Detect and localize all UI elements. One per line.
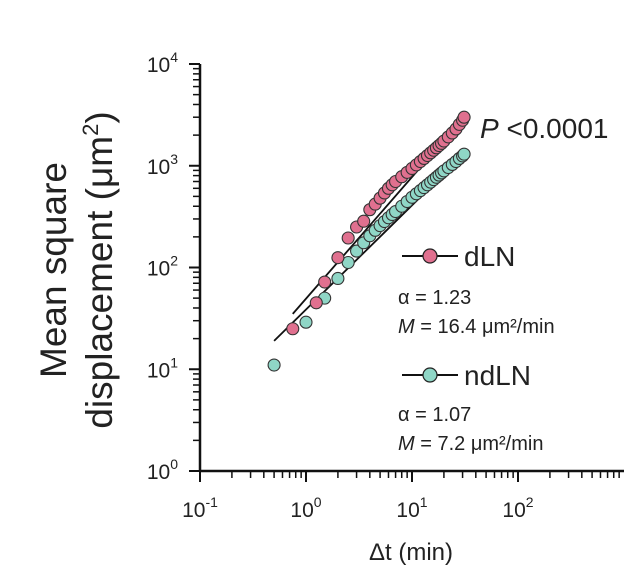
data-point-ndln xyxy=(457,147,471,161)
legend-dln-label: dLN xyxy=(464,241,515,272)
data-point-dln xyxy=(457,110,471,124)
y-tick-label: 102 xyxy=(147,253,178,281)
y-tick-label: 100 xyxy=(147,456,178,484)
x-axis-title: Δt (min) xyxy=(369,539,453,566)
legend-ndln-marker xyxy=(422,367,438,383)
data-point-ndln xyxy=(350,244,364,258)
legend-ndln: ndLN α = 1.07 M = 7.2 μm²/min xyxy=(398,360,543,455)
data-points xyxy=(267,110,471,372)
x-tick-label: 101 xyxy=(396,494,427,522)
data-point-dln xyxy=(331,251,345,265)
y-tick-label: 103 xyxy=(147,151,178,179)
data-point-ndln xyxy=(299,315,313,329)
legend-dln-marker xyxy=(422,248,438,264)
y-tick-label: 101 xyxy=(147,354,178,382)
legend-dln: dLN α = 1.23 M = 16.4 μm²/min xyxy=(398,241,555,338)
legend-ndln-label: ndLN xyxy=(464,360,531,391)
data-point-ndln xyxy=(267,358,281,372)
legend-dln-m: M = 16.4 μm²/min xyxy=(398,316,555,338)
x-tick-label: 100 xyxy=(290,494,321,522)
data-point-dln xyxy=(309,296,323,310)
y-axis-title-line1: Mean square xyxy=(33,162,74,378)
x-tick-label: 10-1 xyxy=(182,494,218,522)
tick-marks xyxy=(189,63,620,482)
data-point-dln xyxy=(357,214,371,228)
data-point-ndln xyxy=(331,271,345,286)
y-axis-title-line2: displacement (μm2) xyxy=(78,111,120,428)
x-tick-label: 102 xyxy=(502,494,533,522)
legend-ndln-alpha: α = 1.07 xyxy=(398,404,471,426)
data-point-dln xyxy=(286,322,300,336)
legend-dln-alpha: α = 1.23 xyxy=(398,287,471,309)
data-point-dln xyxy=(341,231,355,245)
p-value-annotation: P <0.0001 xyxy=(480,113,608,144)
data-point-dln xyxy=(318,275,332,289)
y-tick-label: 104 xyxy=(147,49,178,77)
legend-ndln-m: M = 7.2 μm²/min xyxy=(398,433,543,455)
